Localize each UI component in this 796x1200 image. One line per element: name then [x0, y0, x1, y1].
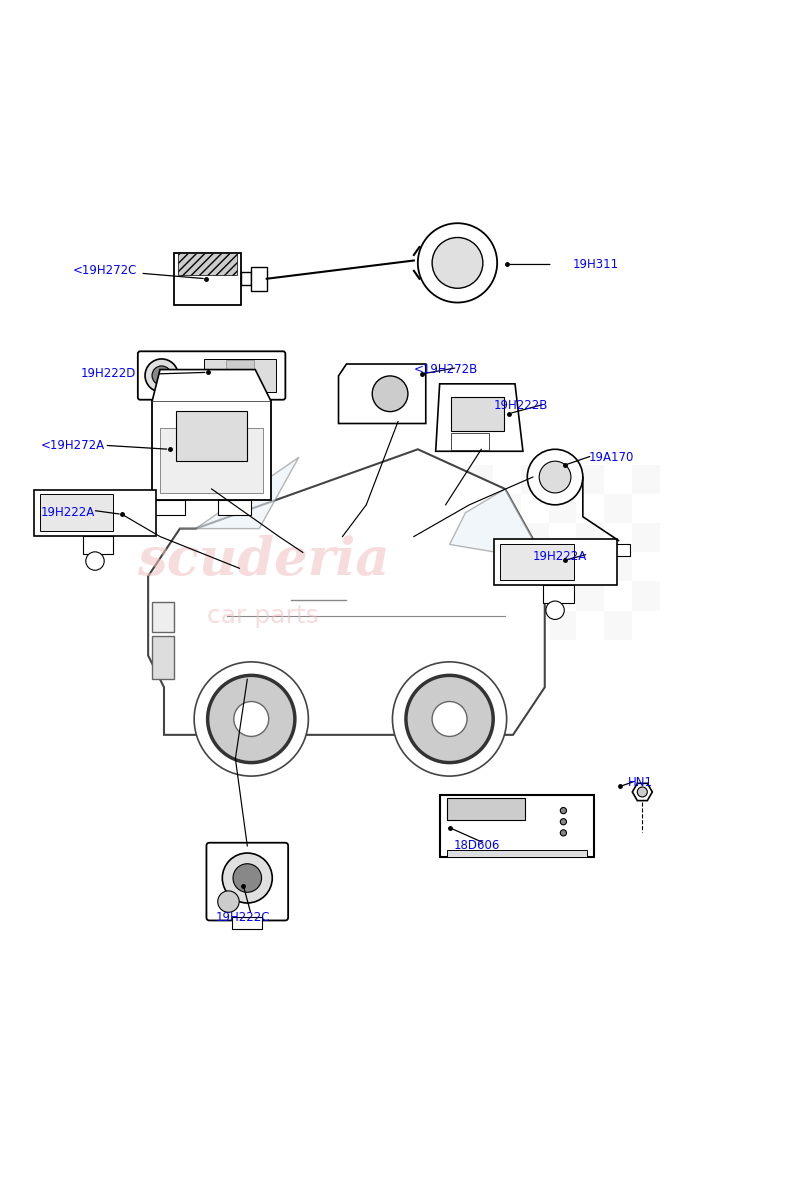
Circle shape [638, 787, 647, 797]
Text: 19H222B: 19H222B [494, 400, 548, 412]
Text: 19H222A: 19H222A [41, 506, 96, 520]
Circle shape [539, 461, 571, 493]
Polygon shape [450, 488, 544, 560]
Bar [521, 582, 548, 611]
Polygon shape [435, 384, 523, 451]
Bar [521, 466, 548, 494]
FancyBboxPatch shape [206, 842, 288, 920]
Bar [632, 466, 660, 494]
Text: car parts: car parts [207, 604, 319, 628]
Bar [576, 466, 604, 494]
Circle shape [406, 676, 494, 763]
Circle shape [86, 552, 104, 570]
Circle shape [432, 238, 483, 288]
Bar [438, 611, 466, 640]
Polygon shape [152, 370, 271, 401]
Bar [604, 494, 632, 523]
Circle shape [145, 359, 178, 392]
Bar [521, 523, 548, 552]
Bar [217, 500, 251, 515]
Bar [438, 552, 466, 582]
Text: 19H222C: 19H222C [216, 911, 270, 924]
Circle shape [234, 702, 269, 737]
Bar [548, 552, 576, 582]
Polygon shape [148, 449, 544, 734]
Bar [576, 523, 604, 552]
Bar [543, 584, 573, 604]
Bar [176, 412, 248, 461]
Bar [604, 611, 632, 640]
Circle shape [432, 702, 467, 737]
Bar [494, 539, 617, 584]
Text: <19H272A: <19H272A [41, 439, 105, 452]
Circle shape [152, 366, 171, 385]
Bar [160, 428, 263, 492]
Bar [438, 494, 466, 523]
Text: <19H272B: <19H272B [414, 364, 478, 377]
Bar [40, 494, 114, 532]
Circle shape [222, 853, 272, 904]
Bar [174, 253, 241, 305]
Bar [466, 523, 494, 552]
Bar [241, 272, 251, 286]
Bar [604, 552, 632, 582]
Bar [451, 433, 489, 450]
Bar [152, 636, 174, 679]
Bar [548, 494, 576, 523]
Bar [607, 545, 630, 557]
Bar [494, 494, 521, 523]
Text: scuderia: scuderia [137, 535, 389, 586]
Circle shape [218, 890, 239, 912]
Text: 19H222A: 19H222A [533, 550, 587, 563]
Bar [632, 582, 660, 611]
Circle shape [392, 662, 507, 776]
Bar [226, 360, 255, 373]
Bar [152, 500, 185, 515]
Polygon shape [338, 364, 426, 424]
Bar [251, 266, 267, 290]
Circle shape [560, 829, 567, 836]
Bar [439, 796, 595, 857]
Polygon shape [180, 457, 298, 529]
Bar [83, 535, 114, 554]
Circle shape [560, 808, 567, 814]
Bar [466, 466, 494, 494]
Bar [494, 552, 521, 582]
Text: HN1: HN1 [628, 776, 653, 788]
Bar [466, 582, 494, 611]
Text: 18D606: 18D606 [454, 839, 500, 852]
Bar [576, 582, 604, 611]
Circle shape [560, 818, 567, 824]
Bar [447, 850, 587, 857]
Bar [447, 798, 525, 820]
Circle shape [373, 376, 408, 412]
Text: 19A170: 19A170 [588, 451, 634, 463]
Bar [548, 611, 576, 640]
FancyBboxPatch shape [138, 352, 285, 400]
Circle shape [233, 864, 262, 893]
Bar [152, 601, 174, 631]
Bar [178, 253, 237, 275]
Bar [632, 523, 660, 552]
Text: 19H311: 19H311 [572, 258, 618, 271]
Bar [494, 611, 521, 640]
Bar [451, 397, 504, 431]
Bar [152, 401, 271, 500]
Circle shape [208, 676, 295, 763]
Bar [33, 490, 157, 535]
Bar [205, 359, 276, 392]
Text: 19H222D: 19H222D [80, 367, 136, 380]
Text: <19H272C: <19H272C [72, 264, 137, 277]
Polygon shape [632, 784, 652, 800]
Bar [232, 917, 263, 929]
Circle shape [546, 601, 564, 619]
Bar [500, 544, 573, 581]
Circle shape [418, 223, 498, 302]
Circle shape [194, 662, 308, 776]
Circle shape [527, 449, 583, 505]
